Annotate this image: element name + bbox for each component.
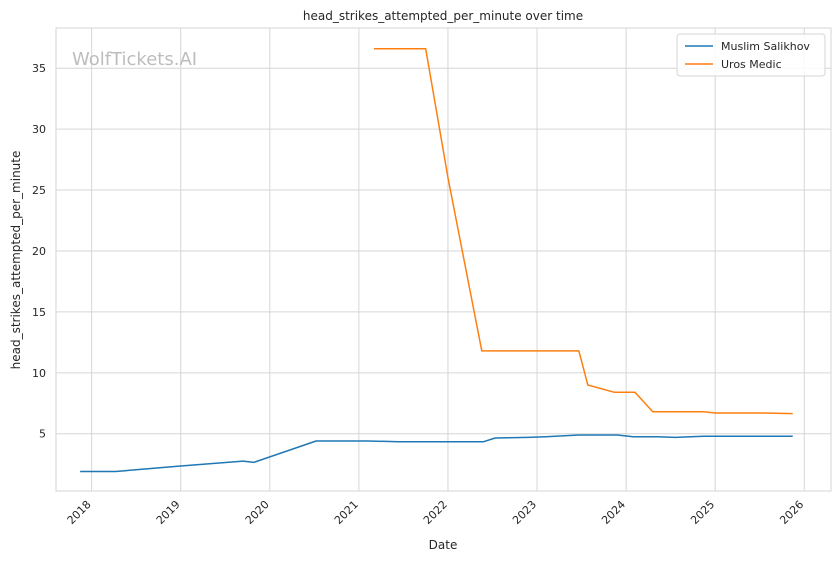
chart-title: head_strikes_attempted_per_minute over t… — [303, 9, 583, 23]
legend-label-muslim-salikhov: Muslim Salikhov — [721, 40, 810, 53]
x-tick-label: 2020 — [243, 498, 272, 527]
x-axis-ticks: 2018 2019 2020 2021 2022 2023 2024 2025 2026 — [65, 498, 807, 527]
y-tick-label: 15 — [32, 306, 46, 319]
grid-lines — [56, 28, 831, 491]
x-tick-label: 2019 — [154, 498, 183, 527]
legend-label-uros-medic: Uros Medic — [721, 58, 782, 71]
y-tick-label: 30 — [32, 123, 46, 136]
x-tick-label: 2026 — [777, 498, 806, 527]
y-tick-label: 10 — [32, 367, 46, 380]
x-tick-label: 2021 — [332, 498, 361, 527]
x-tick-label: 2023 — [510, 498, 539, 527]
y-axis-ticks: 5 10 15 20 25 30 35 — [32, 62, 46, 441]
x-axis-title: Date — [429, 538, 458, 552]
legend-box — [676, 33, 826, 77]
y-tick-label: 35 — [32, 62, 46, 75]
series-layer — [80, 47, 793, 473]
y-axis-title: head_strikes_attempted_per_minute — [9, 151, 23, 370]
series-line-uros-medic — [374, 47, 793, 415]
legend: Muslim Salikhov Uros Medic — [676, 33, 826, 77]
watermark: WolfTickets.AI — [72, 49, 197, 70]
x-tick-label: 2022 — [421, 498, 450, 527]
plot-area — [55, 27, 832, 492]
y-tick-label: 5 — [39, 428, 46, 441]
x-tick-label: 2024 — [599, 498, 628, 527]
series-line-muslim-salikhov — [80, 434, 793, 473]
y-tick-label: 25 — [32, 184, 46, 197]
y-tick-label: 20 — [32, 245, 46, 258]
x-tick-label: 2018 — [65, 498, 94, 527]
x-tick-label: 2025 — [688, 498, 717, 527]
